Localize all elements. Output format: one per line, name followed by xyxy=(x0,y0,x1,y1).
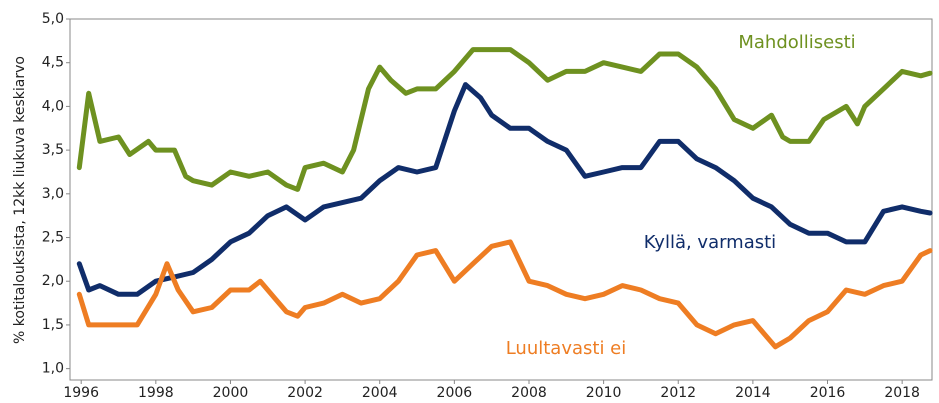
x-tick-label: 2000 xyxy=(213,385,249,401)
x-tick-label: 2014 xyxy=(735,385,771,401)
y-tick-label: 1,0 xyxy=(42,361,64,377)
y-tick-label: 2,5 xyxy=(42,230,64,246)
x-tick-label: 2004 xyxy=(362,385,398,401)
y-tick-label: 3,5 xyxy=(42,142,64,158)
series-line xyxy=(76,82,933,297)
y-tick-label: 4,5 xyxy=(42,55,64,71)
x-tick-label: 1996 xyxy=(63,385,99,401)
x-tick-label: 2006 xyxy=(437,385,473,401)
x-tick-label: 2018 xyxy=(884,385,920,401)
x-tick-label: 2012 xyxy=(660,385,696,401)
y-tick-label: 3,0 xyxy=(42,186,64,202)
x-tick-label: 2016 xyxy=(810,385,846,401)
series-label: Luultavasti ei xyxy=(506,338,627,359)
y-axis-label: % kotitalouksista, 12kk liukuva keskiarv… xyxy=(12,56,28,344)
plot-frame xyxy=(69,18,933,381)
x-tick-label: 2002 xyxy=(287,385,323,401)
x-tick-label: 1998 xyxy=(138,385,174,401)
x-tick-label: 2010 xyxy=(586,385,622,401)
y-tick-label: 4,0 xyxy=(42,98,64,114)
series-line xyxy=(76,239,933,350)
series-label: Kyllä, varmasti xyxy=(644,232,776,253)
y-tick-label: 1,5 xyxy=(42,317,64,333)
series-label: Mahdollisesti xyxy=(738,32,855,53)
x-tick-label: 2008 xyxy=(511,385,547,401)
y-tick-label: 5,0 xyxy=(42,11,64,27)
y-tick-label: 2,0 xyxy=(42,273,64,289)
series-line xyxy=(76,47,933,192)
